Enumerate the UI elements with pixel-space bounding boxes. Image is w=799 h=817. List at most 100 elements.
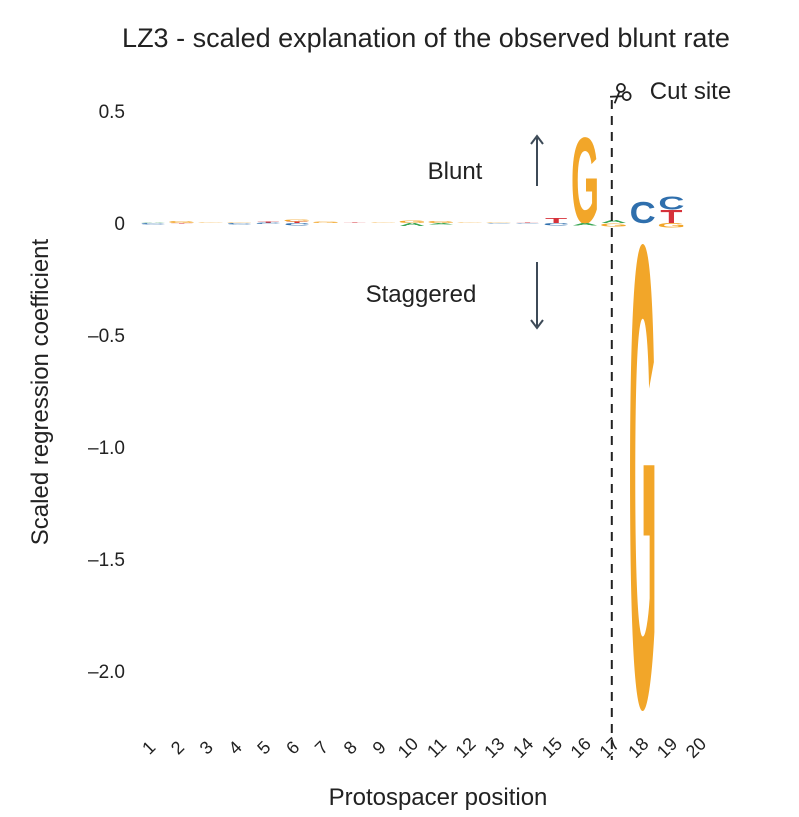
svg-text:C: C [658,194,684,215]
logo-letter-t: T [516,222,539,223]
logo-letter-c: C [140,223,166,225]
logo-letter-g: G [168,221,196,224]
logo-letter-g: G [629,109,657,817]
logo-letter-c: C [658,194,684,215]
svg-text:T: T [171,223,194,224]
svg-text:C: C [255,223,281,225]
svg-text:G: G [168,221,196,224]
logo-letter-g: G [456,222,484,223]
svg-text:T: T [286,221,309,223]
logo-letter-g: G [197,222,225,223]
logo-letter-t: T [545,216,567,225]
y-tick-label: 0 [114,214,125,235]
logo-letter-c: C [514,223,540,224]
svg-text:C: C [284,223,310,227]
svg-text:G: G [197,222,225,223]
x-tick-label: 1 [138,737,159,758]
y-tick-label: –1.5 [88,550,125,571]
y-tick-label: –0.5 [88,326,125,347]
logo-letter-c: C [226,223,252,225]
logo-letter-g: G [657,222,685,229]
logo-letter-g: G [283,220,311,223]
logo-letter-g: G [369,222,397,223]
x-tick-label: 14 [509,734,537,762]
logo-letter-a: A [399,222,425,227]
svg-text:A: A [572,223,598,227]
x-axis-label: Protospacer position [329,784,548,811]
x-tick-label: 5 [253,737,274,758]
x-tick-label: 2 [167,737,188,758]
staggered-label: Staggered [366,281,477,308]
x-tick-label: 7 [311,737,332,758]
svg-text:C: C [226,223,252,225]
svg-text:C: C [486,223,512,224]
logo-letter-c: C [630,196,656,230]
blunt-label: Blunt [428,158,483,185]
svg-text:A: A [140,222,166,223]
logo-letter-c: C [486,223,512,224]
logo-letter-c: C [284,223,310,227]
x-tick-labels: 1 2 3 4 5 6 7 8 9 10 11 12 13 14 15 16 17 18 19 20 [138,734,710,762]
logo-letter-g: G [600,222,628,227]
x-tick-label: 11 [423,734,450,761]
svg-text:C: C [140,223,166,225]
logo-letter-g: G [312,222,340,224]
logo-letter-a: A [428,223,454,225]
svg-text:T: T [516,222,539,223]
logo-letter-a: A [601,219,627,224]
y-tick-labels: 0.5 0 –0.5 –1.0 –1.5 –2.0 [88,102,125,683]
svg-text:T: T [660,207,683,228]
x-tick-label: 16 [567,734,595,762]
logo-letter-t: T [257,221,280,223]
x-tick-label: 3 [196,737,217,758]
svg-text:G: G [312,222,340,224]
logo-letter-g: G [398,220,426,224]
svg-text:T: T [344,222,367,223]
y-tick-label: 0.5 [99,102,125,123]
logo-letter-a: A [572,223,598,227]
x-tick-label: 8 [340,737,361,758]
svg-text:G: G [456,222,484,223]
logo-letter-g: G [225,222,253,223]
svg-text:G: G [283,220,311,223]
svg-text:T: T [545,216,567,225]
up-arrow-icon [530,134,544,186]
scissors-icon [609,83,632,104]
x-tick-label: 4 [225,737,246,758]
x-tick-label: 12 [451,734,479,762]
svg-text:G: G [225,222,253,223]
svg-text:A: A [428,223,454,225]
logo-letter-c: C [543,223,569,227]
y-tick-label: –2.0 [88,662,125,683]
svg-text:G: G [427,221,455,224]
svg-text:G: G [485,222,513,223]
svg-text:G: G [571,113,599,250]
x-tick-label: 9 [369,737,390,758]
x-tick-label: 6 [282,737,303,758]
svg-text:G: G [657,222,685,229]
x-tick-label: 10 [394,734,422,762]
x-tick-label: 17 [595,734,623,762]
x-tick-label: 20 [682,734,710,762]
svg-text:G: G [398,220,426,224]
chart-title: LZ3 - scaled explanation of the observed… [122,23,730,53]
logo-letter-t: T [344,222,367,223]
svg-text:C: C [543,223,569,227]
down-arrow-icon [530,262,544,330]
logo-letter-g: G [427,221,455,224]
logo-letter-t: T [660,207,683,228]
logo-letter-t: T [286,221,309,223]
svg-text:G: G [600,222,628,227]
svg-text:A: A [601,219,627,224]
x-tick-label: 13 [480,734,508,762]
y-tick-label: –1.0 [88,438,125,459]
svg-text:G: G [369,222,397,223]
logo-letter-g: G [571,113,599,250]
svg-text:C: C [514,223,540,224]
svg-text:C: C [630,196,656,230]
logo-letter-g: G [485,222,513,223]
y-axis-label: Scaled regression coefficient [27,238,54,545]
